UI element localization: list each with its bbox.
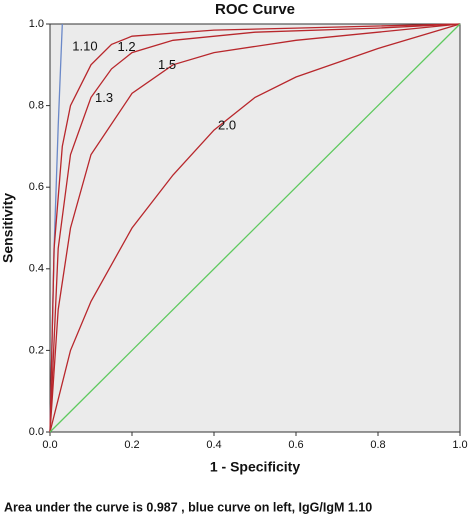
curve-label: 1.5 bbox=[158, 57, 176, 72]
x-tick-label: 1.0 bbox=[452, 439, 467, 451]
y-tick-label: 0.8 bbox=[29, 100, 44, 112]
caption: Area under the curve is 0.987 , blue cur… bbox=[4, 500, 372, 514]
x-tick-label: 0.2 bbox=[124, 439, 139, 451]
curve-label: 1.2 bbox=[118, 39, 136, 54]
x-tick-label: 0.0 bbox=[42, 439, 57, 451]
roc-curve bbox=[49, 23, 461, 433]
chart-title: ROC Curve bbox=[215, 1, 295, 18]
roc-curve bbox=[49, 23, 461, 433]
y-tick-label: 0.4 bbox=[29, 263, 44, 275]
y-axis-label: Sensitivity bbox=[0, 193, 16, 263]
x-tick-label: 0.4 bbox=[206, 439, 221, 451]
x-axis-label: 1 - Specificity bbox=[210, 459, 300, 475]
y-tick-label: 1.0 bbox=[29, 18, 44, 30]
roc-curve bbox=[49, 23, 461, 433]
curve-label: 2.0 bbox=[218, 118, 236, 133]
curve-label: 1.10 bbox=[72, 38, 97, 53]
roc-curve bbox=[49, 23, 461, 433]
y-tick-label: 0.6 bbox=[29, 181, 44, 193]
y-tick-label: 0.2 bbox=[29, 344, 44, 356]
curve-label: 1.3 bbox=[95, 90, 113, 105]
y-tick-label: 0.0 bbox=[29, 426, 44, 438]
x-tick-label: 0.8 bbox=[370, 439, 385, 451]
roc-curve bbox=[49, 23, 461, 433]
x-tick-label: 0.6 bbox=[288, 439, 303, 451]
